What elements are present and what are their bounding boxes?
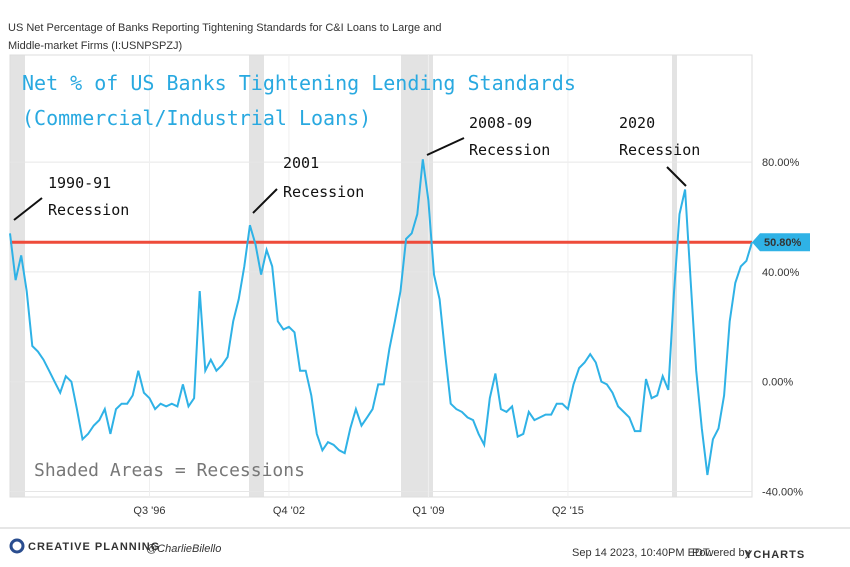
marks: 50.80%	[9, 159, 810, 476]
arrow	[13, 197, 43, 221]
brand-icon	[9, 538, 25, 554]
ycharts-logo: YCHARTS	[745, 549, 805, 561]
annotation: 2008-09	[469, 114, 532, 132]
y-tick-label: 0.00%	[762, 377, 793, 389]
powered-by: Powered by	[692, 547, 751, 559]
grid: -40.00% 0.00% 40.00% 80.00% Q3 '96 Q4 '02 Q1 '…	[10, 55, 803, 517]
chart-title: US Net Percentage of Banks Reporting Tig…	[8, 22, 442, 34]
annotation: Recession	[283, 183, 364, 201]
handle: @CharlieBilello	[146, 543, 221, 555]
annotation: Shaded Areas = Recessions	[34, 460, 305, 481]
recession-band	[401, 55, 433, 497]
annotation: Recession	[619, 141, 700, 159]
plot-frame	[9, 54, 753, 498]
chart-title: Middle-market Firms (I:USNPSPZJ)	[8, 40, 182, 52]
value-label: 50.80%	[764, 237, 802, 249]
x-tick-label: Q2 '15	[552, 505, 584, 517]
recession-band	[249, 55, 264, 497]
arrow	[666, 166, 687, 187]
annotations: Net % of US Banks Tightening Lending Sta…	[22, 71, 700, 481]
annotation: Recession	[48, 201, 129, 219]
value-badge	[752, 233, 810, 252]
x-tick-label: Q4 '02	[273, 505, 305, 517]
x-tick-label: Q3 '96	[133, 505, 165, 517]
brand: CREATIVE PLANNING	[28, 541, 160, 553]
y-tick-label: -40.00%	[762, 487, 803, 499]
x-tick-label: Q1 '09	[412, 505, 444, 517]
y-tick-label: 80.00%	[762, 157, 800, 169]
annotation: 2001	[283, 154, 319, 172]
annotation: 1990-91	[48, 174, 111, 192]
timestamp: Sep 14 2023, 10:40PM EDT.	[572, 547, 711, 559]
annotation: 2020	[619, 114, 655, 132]
arrow	[252, 188, 278, 214]
annotation: Recession	[469, 141, 550, 159]
annotation: Net % of US Banks Tightening Lending Sta…	[22, 71, 576, 95]
y-tick-label: 40.00%	[762, 267, 800, 279]
series-line	[9, 159, 753, 476]
annotation: (Commercial/Industrial Loans)	[22, 106, 371, 130]
annotation-arrows	[13, 137, 687, 221]
arrow	[426, 137, 465, 156]
